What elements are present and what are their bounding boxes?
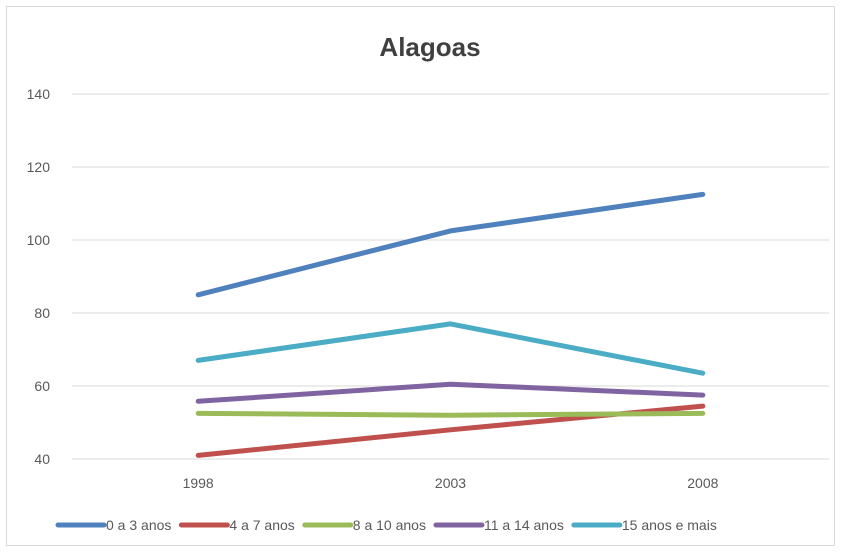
y-tick-label: 120 <box>27 159 51 175</box>
y-tick-label: 100 <box>27 232 51 248</box>
y-tick-label: 140 <box>27 86 51 102</box>
legend-label: 8 a 10 anos <box>353 517 426 533</box>
series-line-4 <box>195 381 706 404</box>
series-line-3 <box>195 410 706 418</box>
legend-item: 0 a 3 anos <box>55 517 171 533</box>
legend-label: 11 a 14 anos <box>484 517 564 533</box>
x-tick-label: 1998 <box>183 475 214 491</box>
x-tick-label: 2008 <box>687 475 718 491</box>
legend: 0 a 3 anos 4 a 7 anos 8 a 10 anos 11 a 14 a… <box>55 517 717 533</box>
legend-item: 4 a 7 anos <box>178 517 295 533</box>
legend-label: 15 anos e mais <box>622 517 717 533</box>
chart-frame <box>6 6 835 546</box>
y-tick-label: 40 <box>34 451 50 467</box>
series-line-1 <box>195 191 706 298</box>
x-axis-ticks: 1998 2003 2008 <box>183 475 719 491</box>
series-lines <box>195 191 706 458</box>
legend-item: 15 anos e mais <box>571 517 717 533</box>
legend-item: 8 a 10 anos <box>302 517 426 533</box>
legend-label: 4 a 7 anos <box>229 517 294 533</box>
y-tick-label: 80 <box>34 305 50 321</box>
gridlines <box>72 93 829 460</box>
y-axis-ticks: 40 60 80 100 120 140 <box>27 86 51 467</box>
legend-item: 11 a 14 anos <box>433 517 564 533</box>
x-tick-label: 2003 <box>435 475 466 491</box>
series-line-5 <box>195 321 706 376</box>
y-tick-label: 60 <box>34 378 50 394</box>
legend-label: 0 a 3 anos <box>106 517 171 533</box>
chart-title: Alagoas <box>379 32 480 62</box>
